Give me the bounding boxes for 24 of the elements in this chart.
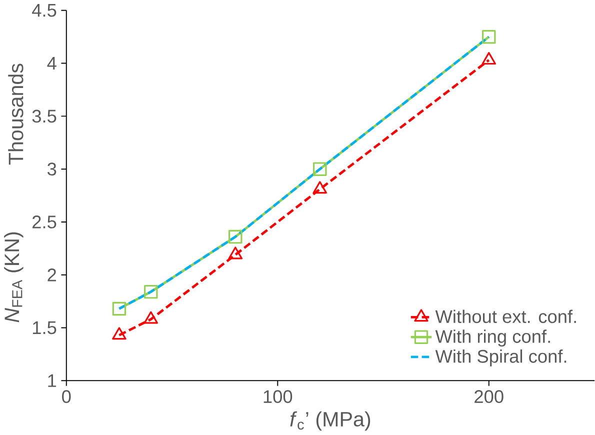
x-tick-label: 0 <box>62 390 71 404</box>
y-tick-label: 4 <box>47 57 56 70</box>
point <box>228 246 242 260</box>
point <box>144 311 158 324</box>
x-tick-label: 200 <box>474 390 504 404</box>
y-tick-label: 3 <box>47 162 56 176</box>
y-tick-label: 1 <box>48 374 56 388</box>
legend-label: With Spiral conf. <box>435 350 566 367</box>
legend-label: Without ext. conf. <box>435 310 576 324</box>
legend-label: With ring conf. <box>435 330 550 347</box>
point <box>228 230 242 244</box>
y-tick-label: 3.5 <box>32 110 56 123</box>
y-tick-label: 1.5 <box>33 322 56 334</box>
x-axis-title: f$_{c}$’ (MPa) <box>290 412 370 431</box>
y-tick-label: 2.5 <box>32 216 56 229</box>
y-axis-title: N$_{FEA}$ (KN) <box>4 232 24 322</box>
x-tick-label: 100 <box>264 390 292 404</box>
y-tick-label: 2 <box>48 268 56 282</box>
y-tick-label: 4.5 <box>32 4 56 17</box>
point <box>482 30 496 44</box>
text: Thousands <box>8 64 24 165</box>
point <box>312 181 327 194</box>
point <box>112 327 126 340</box>
point <box>313 162 327 176</box>
